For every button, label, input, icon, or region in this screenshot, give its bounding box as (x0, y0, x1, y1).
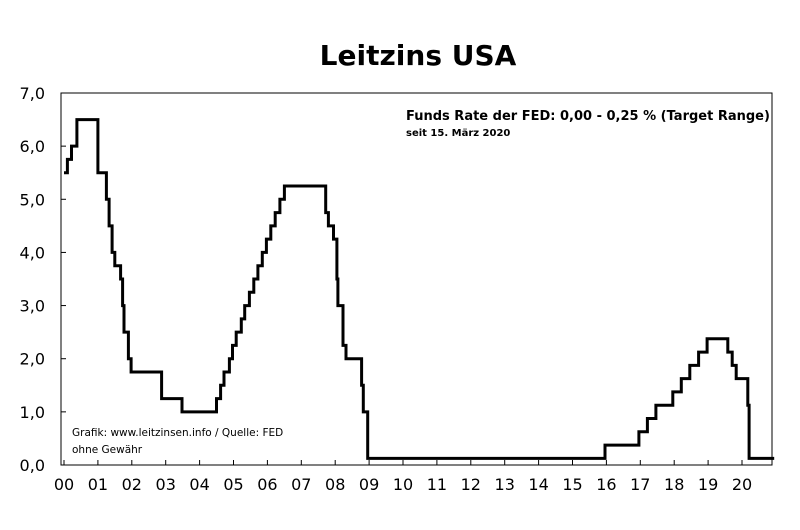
x-tick-label: 09 (359, 475, 379, 494)
plot-frame (60, 92, 773, 466)
disclaimer: ohne Gewähr (72, 444, 143, 456)
y-tick-label: 6,0 (20, 137, 45, 156)
y-tick-label: 2,0 (20, 350, 45, 369)
chart-title: Leitzins USA (320, 39, 517, 72)
x-tick-label: 01 (88, 475, 108, 494)
x-tick-label: 13 (495, 475, 515, 494)
x-tick-label: 05 (223, 475, 243, 494)
source-credit: Grafik: www.leitzinsen.info / Quelle: FE… (72, 427, 283, 439)
x-tick-label: 03 (156, 475, 176, 494)
y-tick-label: 7,0 (20, 84, 45, 103)
y-tick-label: 5,0 (20, 190, 45, 209)
y-tick-label: 4,0 (20, 243, 45, 262)
y-tick-label: 0,0 (20, 456, 45, 475)
x-tick-label: 15 (562, 475, 582, 494)
x-tick-label: 20 (732, 475, 752, 494)
y-axis-ticks (61, 92, 66, 466)
x-tick-label: 08 (325, 475, 345, 494)
annotation-rate: Funds Rate der FED: 0,00 - 0,25 % (Targe… (406, 109, 770, 124)
funds-rate-line (64, 118, 775, 460)
y-tick-label: 3,0 (20, 297, 45, 316)
x-tick-label: 04 (189, 475, 209, 494)
y-tick-label: 1,0 (20, 403, 45, 422)
x-tick-label: 11 (427, 475, 447, 494)
x-axis-ticks (63, 460, 743, 465)
x-tick-label: 16 (596, 475, 616, 494)
x-tick-label: 18 (664, 475, 684, 494)
x-tick-label: 00 (54, 475, 74, 494)
x-axis-tick-labels: 00 01 02 03 04 05 06 07 08 09 10 11 12 13 14 15 16 17 18 19… (54, 475, 752, 494)
annotation-since: seit 15. März 2020 (406, 128, 510, 139)
x-tick-label: 19 (698, 475, 718, 494)
y-axis-tick-labels: 0,0 1,0 2,0 3,0 4,0 5,0 6,0 7,0 (20, 84, 45, 475)
x-tick-label: 14 (528, 475, 548, 494)
x-tick-label: 02 (122, 475, 142, 494)
x-tick-label: 12 (461, 475, 481, 494)
x-tick-label: 07 (291, 475, 311, 494)
x-tick-label: 10 (393, 475, 413, 494)
x-tick-label: 06 (257, 475, 277, 494)
x-tick-label: 17 (630, 475, 650, 494)
